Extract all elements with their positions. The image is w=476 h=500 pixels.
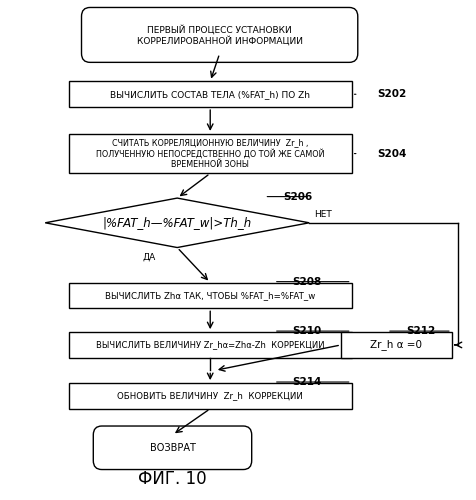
- Text: ОБНОВИТЬ ВЕЛИЧИНУ  Zr_h  КОРРЕКЦИИ: ОБНОВИТЬ ВЕЛИЧИНУ Zr_h КОРРЕКЦИИ: [117, 392, 303, 400]
- Text: S210: S210: [292, 326, 321, 336]
- Bar: [69, 383, 351, 408]
- Text: Zr_h α =0: Zr_h α =0: [370, 340, 422, 350]
- FancyBboxPatch shape: [81, 8, 357, 62]
- Text: S202: S202: [377, 89, 406, 99]
- Bar: [69, 332, 351, 358]
- Text: ВЫЧИСЛИТЬ ВЕЛИЧИНУ Zr_hα=Zhα-Zh  КОРРЕКЦИИ: ВЫЧИСЛИТЬ ВЕЛИЧИНУ Zr_hα=Zhα-Zh КОРРЕКЦИ…: [96, 340, 324, 349]
- FancyBboxPatch shape: [93, 426, 251, 470]
- Text: S206: S206: [283, 192, 312, 202]
- Text: НЕТ: НЕТ: [313, 210, 331, 219]
- Text: S214: S214: [292, 377, 321, 387]
- Text: СЧИТАТЬ КОРРЕЛЯЦИОННУЮ ВЕЛИЧИНУ  Zr_h ,
ПОЛУЧЕННУЮ НЕПОСРЕДСТВЕННО ДО ТОЙ ЖЕ САМ: СЧИТАТЬ КОРРЕЛЯЦИОННУЮ ВЕЛИЧИНУ Zr_h , П…: [96, 138, 324, 169]
- Polygon shape: [45, 198, 308, 248]
- Text: S204: S204: [377, 148, 406, 158]
- Bar: [69, 82, 351, 107]
- Text: S212: S212: [405, 326, 434, 336]
- Text: ПЕРВЫЙ ПРОЦЕСС УСТАНОВКИ
КОРРЕЛИРОВАННОЙ ИНФОРМАЦИИ: ПЕРВЫЙ ПРОЦЕСС УСТАНОВКИ КОРРЕЛИРОВАННОЙ…: [136, 24, 302, 46]
- Text: ФИГ. 10: ФИГ. 10: [138, 470, 207, 488]
- Text: ДА: ДА: [142, 252, 155, 262]
- Text: ВЫЧИСЛИТЬ Zhα ТАК, ЧТОБЫ %FAT_h=%FAT_w: ВЫЧИСЛИТЬ Zhα ТАК, ЧТОБЫ %FAT_h=%FAT_w: [105, 291, 315, 300]
- Text: |%FAT_h—%FAT_w|>Th_h: |%FAT_h—%FAT_w|>Th_h: [102, 216, 251, 230]
- Text: ВОЗВРАТ: ВОЗВРАТ: [149, 443, 195, 453]
- Bar: [69, 134, 351, 173]
- Bar: [340, 332, 451, 358]
- Text: S208: S208: [292, 276, 321, 286]
- Bar: [69, 282, 351, 308]
- Text: ВЫЧИСЛИТЬ СОСТАВ ТЕЛА (%FAT_h) ПО Zh: ВЫЧИСЛИТЬ СОСТАВ ТЕЛА (%FAT_h) ПО Zh: [110, 90, 309, 99]
